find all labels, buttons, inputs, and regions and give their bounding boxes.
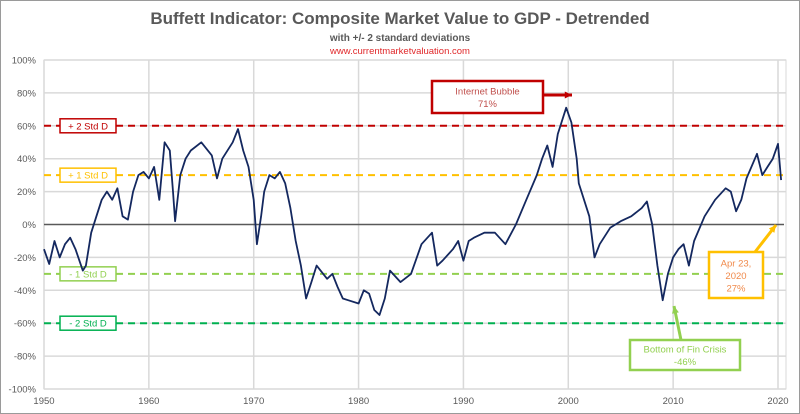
- x-tick-label: 1970: [243, 396, 264, 407]
- reference-label-box: [59, 315, 117, 331]
- reference-label-text: + 1 Std D: [68, 171, 108, 182]
- y-tick-label: 0%: [22, 220, 36, 231]
- y-tick-label: 40%: [17, 154, 37, 165]
- reference-label-text: - 2 Std D: [69, 319, 107, 330]
- x-tick-label: 1950: [33, 396, 54, 407]
- annotation-box: [430, 79, 545, 115]
- series-line: [43, 106, 782, 316]
- y-tick-label: -100%: [9, 385, 37, 396]
- y-tick-label: -20%: [14, 253, 37, 264]
- reference-label-box: [59, 266, 117, 282]
- source-url: www.currentmarketvaluation.com: [330, 46, 470, 57]
- reference-label: + 1 Std D: [59, 167, 117, 183]
- y-tick-label: 20%: [17, 187, 37, 198]
- annotation-box: [707, 250, 765, 300]
- y-tick-label: 80%: [17, 88, 37, 99]
- x-tick-label: 2010: [663, 396, 684, 407]
- x-tick-label: 2000: [558, 396, 579, 407]
- y-tick-label: -40%: [14, 286, 37, 297]
- annotation-text: 2020: [725, 271, 746, 282]
- y-tick-label: -80%: [14, 352, 37, 363]
- reference-label-text: - 1 Std D: [69, 269, 107, 280]
- x-tick-label: 1980: [348, 396, 369, 407]
- arrowhead-icon: [768, 225, 776, 233]
- reference-label-text: + 2 Std D: [68, 121, 108, 132]
- chart-subtitle: with +/- 2 standard deviations: [329, 33, 471, 44]
- annotation-box: [628, 338, 742, 372]
- arrowhead-icon: [672, 306, 679, 314]
- reference-label: - 2 Std D: [59, 315, 117, 331]
- annotation-text: 71%: [478, 99, 498, 110]
- arrowhead-icon: [564, 91, 572, 99]
- annotation-text: Apr 23,: [721, 258, 752, 269]
- y-tick-label: 100%: [12, 56, 37, 67]
- x-tick-label: 1990: [453, 396, 474, 407]
- annotation-text: -46%: [674, 357, 697, 368]
- reference-label-box: [59, 118, 117, 134]
- reference-label: + 2 Std D: [59, 118, 117, 134]
- y-tick-label: -60%: [14, 319, 37, 330]
- annotation-text: Bottom of Fin Crisis: [644, 345, 727, 356]
- x-tick-label: 2020: [767, 396, 788, 407]
- annotation-text: 27%: [726, 283, 746, 294]
- y-tick-label: 60%: [17, 121, 37, 132]
- chart-title: Buffett Indicator: Composite Market Valu…: [150, 9, 650, 28]
- reference-label: - 1 Std D: [59, 266, 117, 282]
- annotation-text: Internet Bubble: [455, 87, 519, 98]
- reference-label-box: [59, 167, 117, 183]
- annotation: Bottom of Fin Crisis-46%: [628, 305, 742, 372]
- x-tick-label: 1960: [138, 396, 159, 407]
